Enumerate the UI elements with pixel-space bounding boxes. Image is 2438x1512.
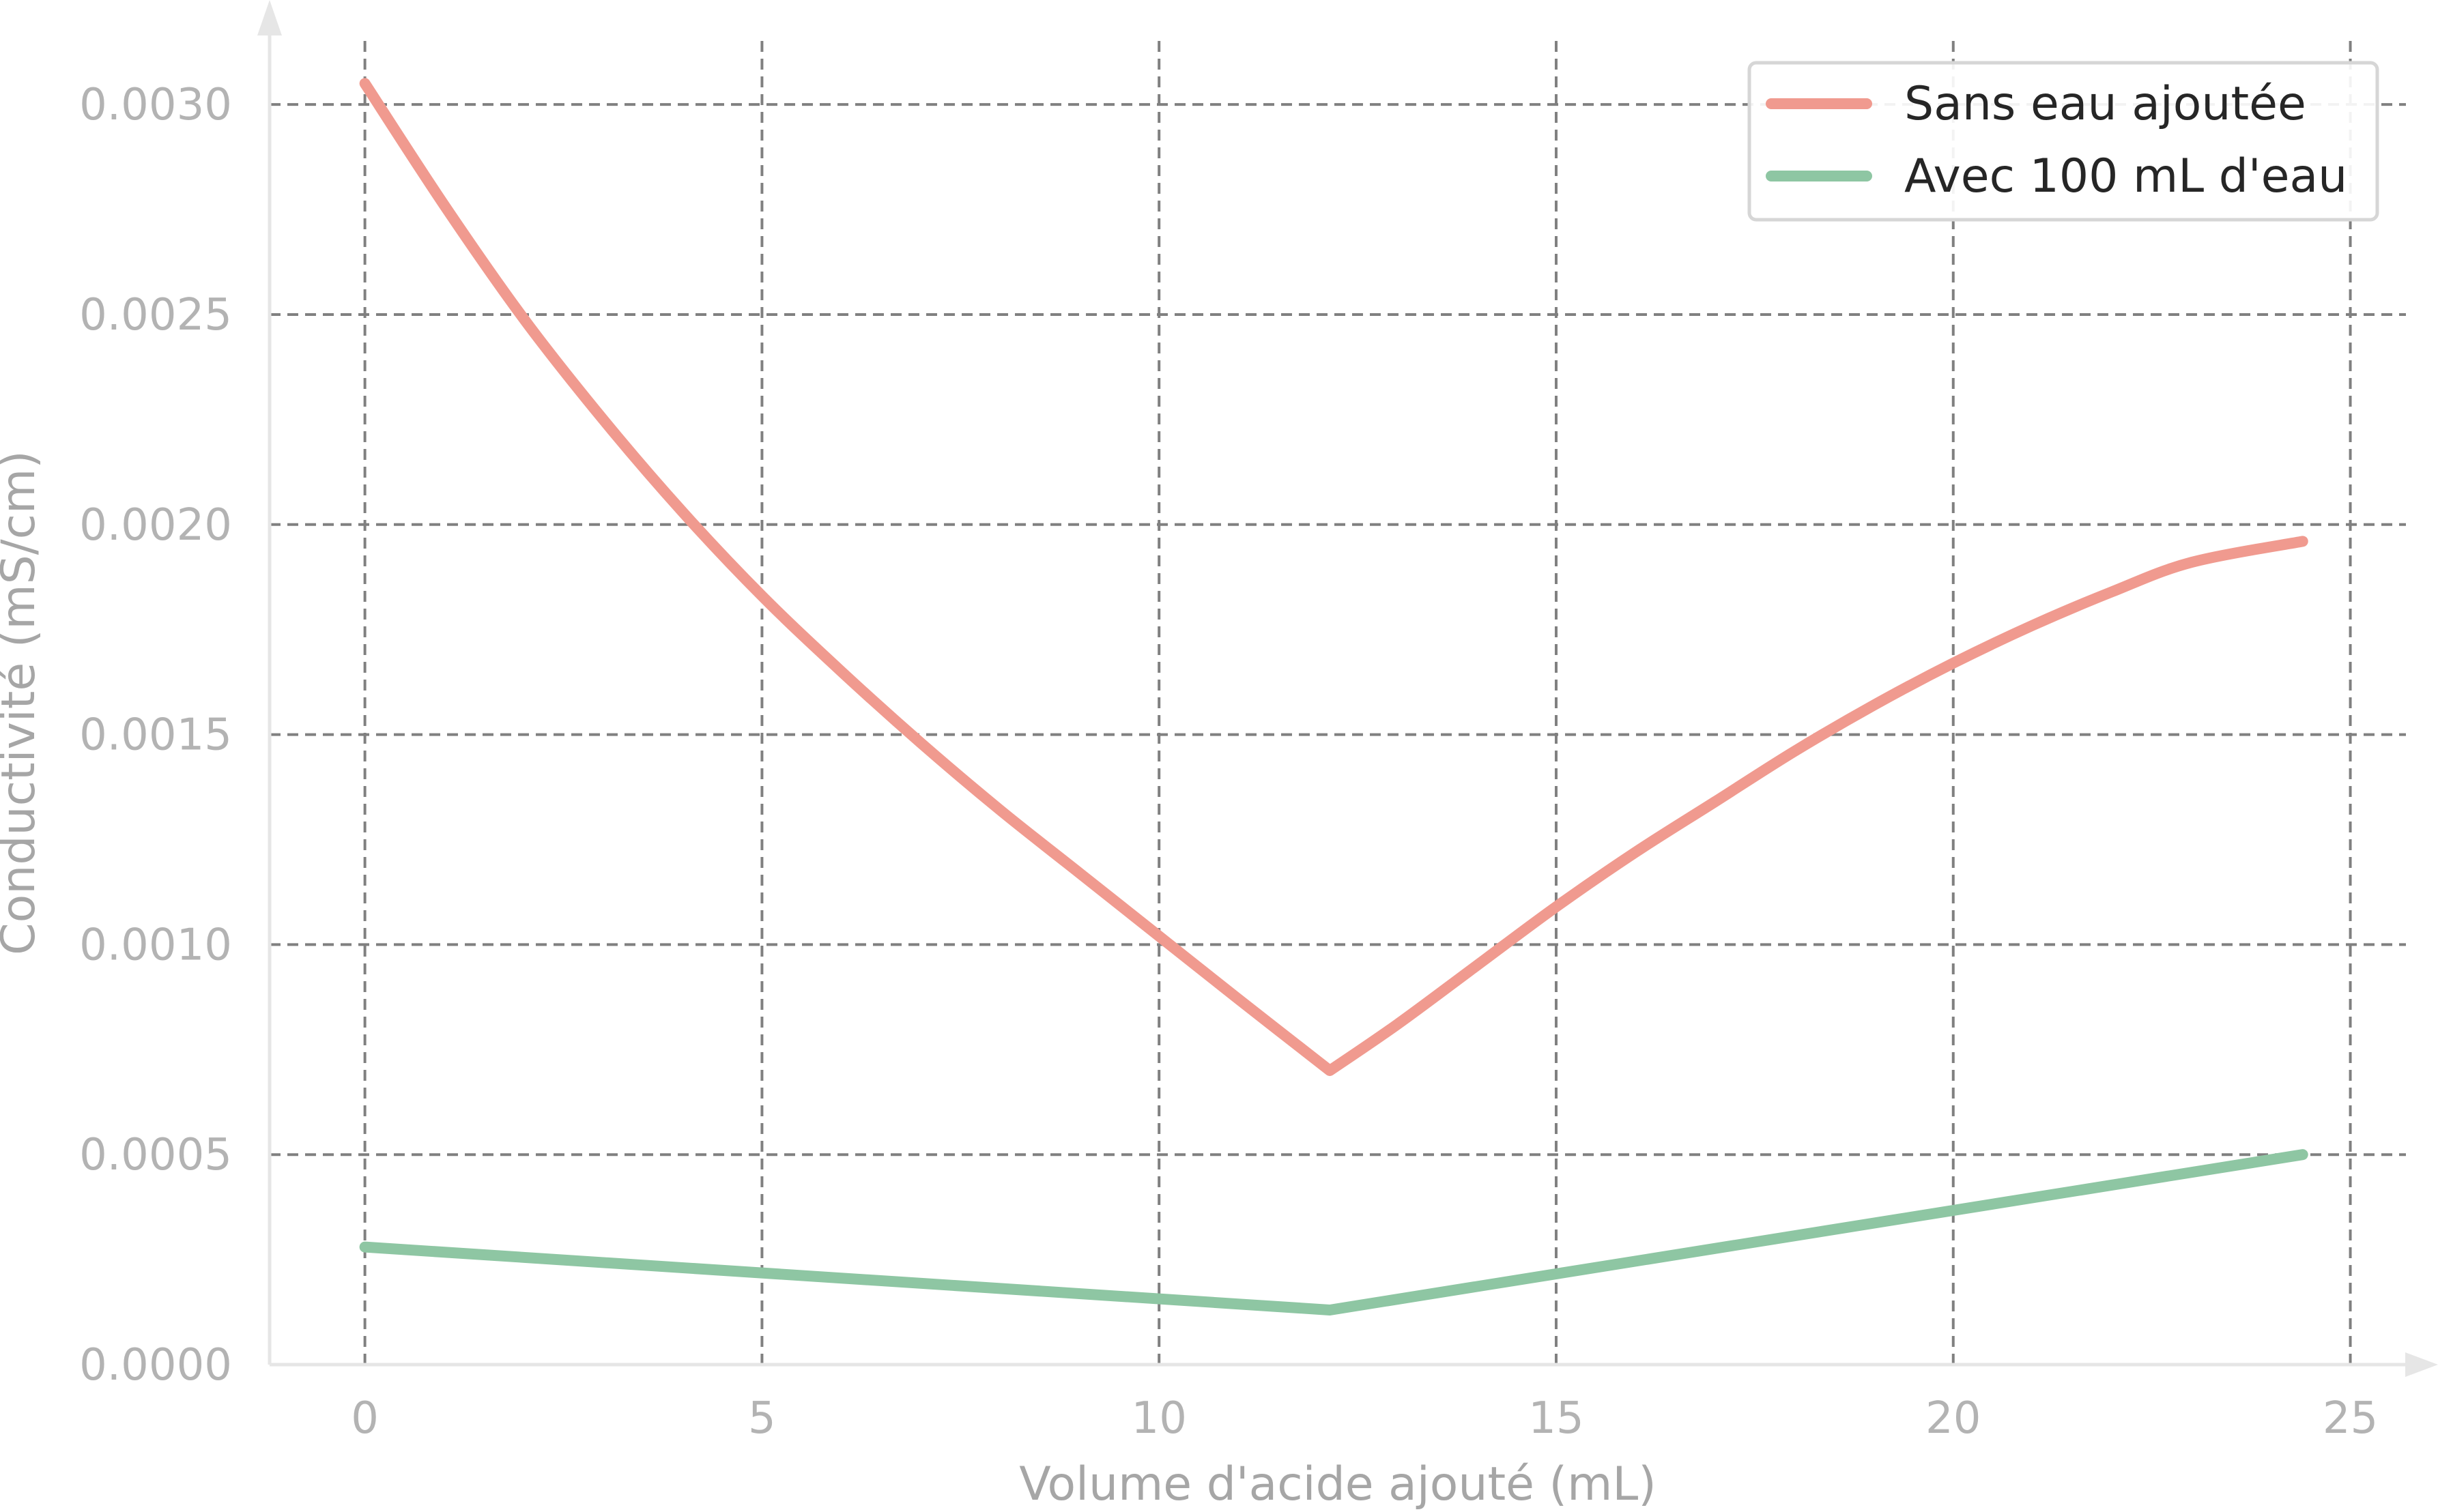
- x-axis-arrow: [2405, 1352, 2438, 1377]
- x-tick-label: 20: [1925, 1393, 1981, 1444]
- y-tick-label: 0.0015: [79, 710, 232, 761]
- legend-label-sans-eau: Sans eau ajoutée: [1904, 77, 2306, 131]
- y-tick-label: 0.0020: [79, 500, 232, 551]
- legend: Sans eau ajoutée Avec 100 mL d'eau: [1747, 61, 2379, 222]
- y-axis-label: Conductivité (mS/cm): [0, 450, 46, 955]
- y-tick-label: 0.0005: [79, 1130, 232, 1180]
- grid: [270, 41, 2406, 1365]
- x-tick-label: 10: [1131, 1393, 1186, 1444]
- y-tick-label: 0.0030: [79, 80, 232, 130]
- x-tick-label: 5: [748, 1393, 776, 1444]
- axes: [257, 0, 2438, 1377]
- series-line-0: [359, 78, 2308, 1077]
- x-tick-label: 25: [2323, 1393, 2378, 1444]
- y-tick-label: 0.0010: [79, 920, 232, 970]
- tick-labels: 0 5 10 15 20 25 0.0000 0.0005 0.0010 0.0015 0.0020…: [79, 80, 2378, 1444]
- x-axis-label: Volume d'acide ajouté (mL): [1019, 1457, 1657, 1511]
- x-tick-label: 15: [1528, 1393, 1583, 1444]
- x-tick-label: 0: [351, 1393, 379, 1444]
- y-axis-arrow: [257, 0, 282, 35]
- series-lines: [359, 78, 2308, 1315]
- y-tick-label: 0.0000: [79, 1340, 232, 1391]
- legend-box: [1747, 61, 2379, 222]
- y-tick-label: 0.0025: [79, 290, 232, 340]
- legend-label-avec-eau: Avec 100 mL d'eau: [1904, 149, 2347, 203]
- series-line-1: [359, 1149, 2308, 1315]
